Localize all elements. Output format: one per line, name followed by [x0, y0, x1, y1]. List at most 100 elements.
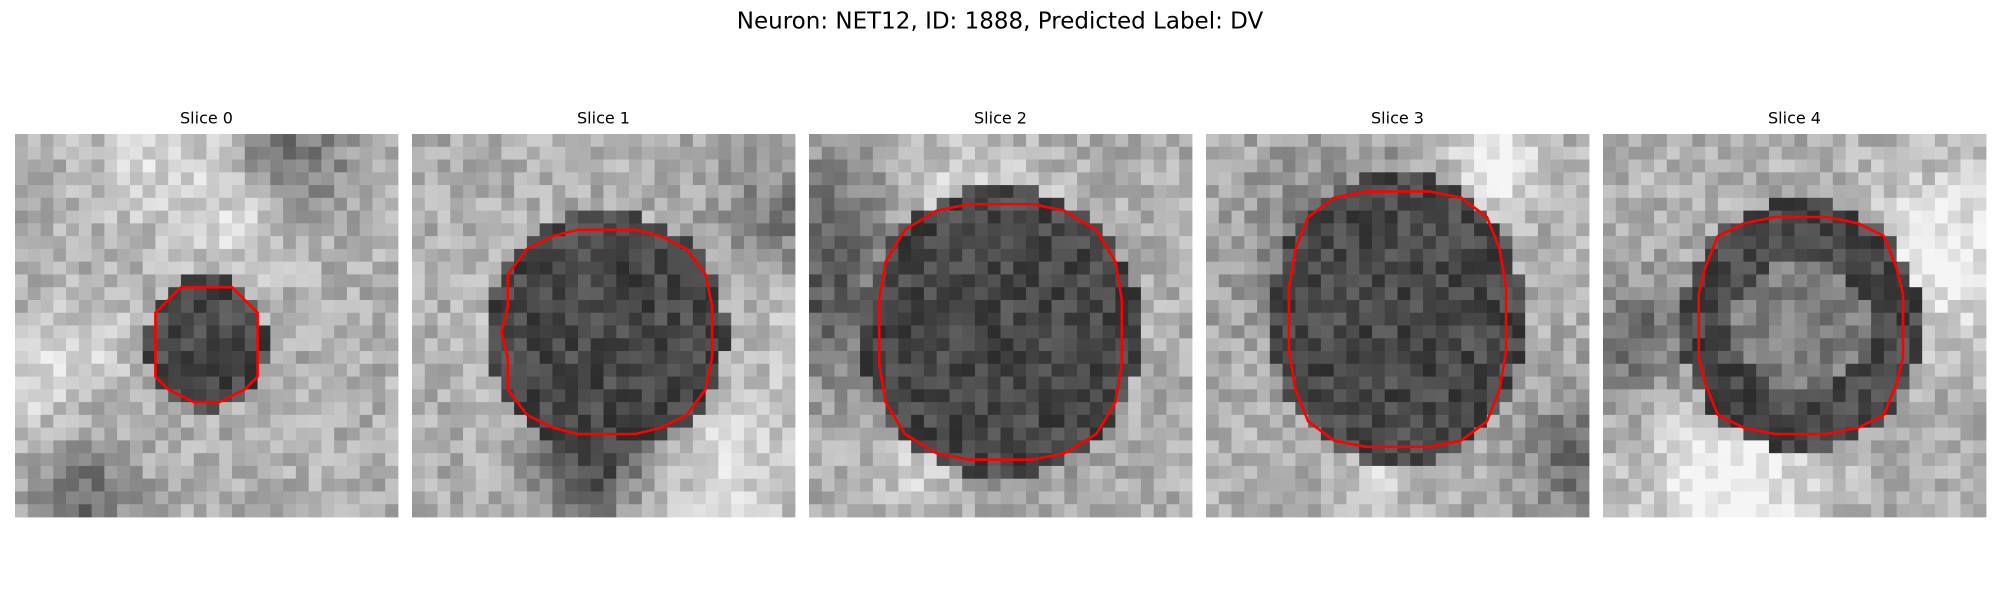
pixel — [923, 261, 938, 275]
pixel — [1461, 376, 1475, 390]
pixel — [743, 351, 758, 365]
pixel — [359, 146, 373, 160]
pixel — [718, 274, 732, 288]
pixel — [1308, 363, 1322, 377]
pixel — [193, 210, 207, 224]
pixel — [27, 491, 41, 505]
pixel — [949, 299, 963, 314]
pixel — [1384, 146, 1398, 160]
pixel — [1692, 465, 1706, 480]
pixel — [1051, 236, 1065, 250]
pixel — [219, 414, 233, 429]
pixel — [1346, 261, 1360, 275]
pixel — [1257, 172, 1271, 186]
pixel — [1435, 146, 1449, 160]
pixel — [450, 376, 464, 390]
pixel — [66, 491, 80, 505]
pixel — [1397, 504, 1411, 518]
pixel — [1038, 363, 1052, 377]
pixel — [219, 312, 233, 326]
pixel — [219, 299, 233, 314]
pixel — [1423, 172, 1437, 186]
pixel — [40, 440, 54, 454]
pixel — [987, 299, 1001, 314]
pixel — [1115, 504, 1129, 518]
pixel — [1397, 274, 1411, 288]
pixel — [1679, 210, 1693, 224]
pixel — [539, 159, 553, 173]
pixel — [66, 299, 80, 314]
pixel — [359, 402, 373, 416]
pixel — [78, 478, 92, 492]
pixel — [1371, 338, 1386, 352]
pixel — [78, 197, 92, 211]
pixel — [1320, 312, 1335, 326]
pixel — [15, 465, 29, 480]
pixel — [232, 427, 246, 441]
pixel — [1410, 491, 1424, 505]
pixel — [1794, 299, 1808, 314]
pixel — [1218, 440, 1232, 454]
pixel — [1679, 504, 1693, 518]
pixel — [1512, 236, 1526, 250]
pixel — [295, 134, 310, 148]
pixel — [1628, 236, 1642, 250]
pixel — [1064, 236, 1078, 250]
pixel — [1641, 389, 1655, 403]
pixel — [1537, 146, 1552, 160]
pixel — [885, 376, 899, 390]
pixel — [577, 299, 592, 314]
pixel — [1257, 312, 1271, 326]
pixel — [27, 504, 41, 518]
pixel — [1269, 248, 1283, 263]
pixel — [1397, 465, 1411, 480]
pixel — [372, 427, 386, 441]
pixel — [1858, 465, 1872, 480]
pixel — [885, 261, 899, 275]
pixel — [1295, 197, 1309, 211]
pixel — [129, 351, 144, 365]
pixel — [1845, 440, 1859, 454]
pixel — [898, 248, 912, 263]
pixel — [1845, 287, 1859, 301]
pixel — [1781, 414, 1795, 429]
pixel — [1858, 325, 1872, 339]
pixel — [1576, 338, 1590, 352]
pixel — [1179, 363, 1193, 377]
pixel — [1973, 414, 1987, 429]
pixel — [1295, 440, 1309, 454]
pixel — [552, 210, 566, 224]
pixel — [308, 261, 322, 275]
pixel — [1166, 389, 1180, 403]
pixel — [334, 299, 348, 314]
pixel — [1166, 414, 1180, 429]
pixel — [949, 440, 963, 454]
pixel — [769, 287, 783, 301]
pixel — [1206, 363, 1220, 377]
pixel — [412, 236, 426, 250]
pixel — [424, 440, 438, 454]
pixel — [270, 440, 284, 454]
pixel — [1410, 389, 1424, 403]
pixel — [1102, 159, 1116, 173]
pixel — [1973, 440, 1987, 454]
pixel — [1666, 287, 1680, 301]
pixel — [552, 478, 566, 492]
pixel — [1628, 376, 1642, 390]
pixel — [1576, 172, 1590, 186]
pixel — [1641, 376, 1655, 390]
pixel — [1474, 363, 1488, 377]
pixel — [1717, 351, 1732, 365]
pixel — [488, 299, 502, 314]
pixel — [295, 338, 310, 352]
pixel — [91, 363, 105, 377]
pixel — [129, 299, 144, 314]
pixel — [206, 146, 220, 160]
pixel — [1615, 440, 1629, 454]
pixel — [718, 504, 732, 518]
pixel — [1654, 312, 1668, 326]
pixel — [692, 402, 707, 416]
pixel — [923, 338, 938, 352]
pixel — [1051, 414, 1065, 429]
pixel — [1603, 261, 1617, 275]
